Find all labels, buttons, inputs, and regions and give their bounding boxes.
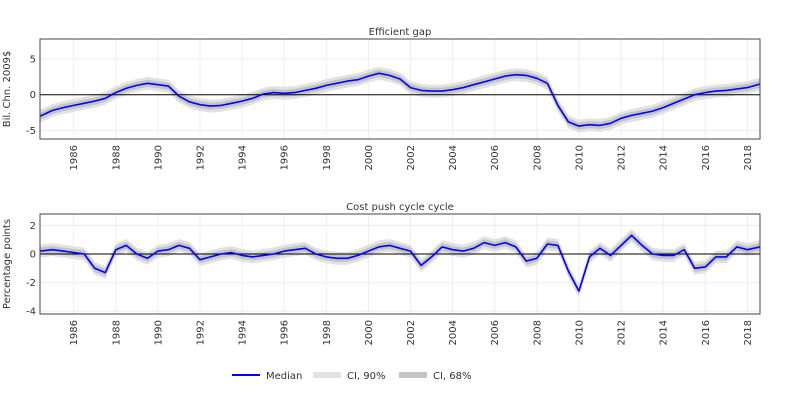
legend-swatch-ci90 (313, 372, 341, 378)
plot-frame (39, 38, 761, 140)
legend-swatch-ci68 (399, 372, 427, 378)
x-tick-label: 2008 (532, 320, 543, 345)
x-tick-label: 2012 (617, 320, 628, 345)
y-tick-label: 0 (30, 90, 36, 101)
x-tick-label: 1990 (153, 145, 164, 170)
y-tick-label: 5 (30, 55, 36, 66)
y-tick-label: 2 (30, 221, 36, 232)
chart-title: Cost push cycle cycle (346, 202, 454, 213)
x-tick-label: 2014 (659, 145, 670, 170)
x-tick-label: 2016 (701, 320, 712, 345)
y-axis-label: Percentage points (2, 219, 13, 309)
median-line (40, 234, 760, 292)
x-tick-label: 2002 (406, 320, 417, 345)
x-tick-label: 1998 (322, 320, 333, 345)
chart-legend: Median CI, 90% CI, 68% (232, 371, 472, 382)
x-tick-label: 2000 (364, 320, 375, 345)
y-axis-label: Bil. Chn. 2009$ (2, 51, 13, 128)
x-tick-label: 2002 (406, 145, 417, 170)
x-tick-label: 2008 (532, 145, 543, 170)
chart-title: Efficient gap (369, 27, 432, 38)
plot-frame (39, 213, 761, 315)
x-tick-label: 1996 (280, 320, 291, 345)
ci-band-90 (40, 229, 760, 298)
chart-panel-1: Efficient gap 1986 1988 1990 1992 1994 1996 199… (2, 27, 761, 170)
chart-panel-2: Cost push cycle cycle 1986 1988 1990 1992 199… (2, 202, 761, 345)
x-tick-label: 2006 (490, 320, 501, 345)
x-tick-label: 2016 (701, 145, 712, 170)
x-tick-label: 1994 (238, 145, 249, 170)
x-tick-label: 1994 (238, 320, 249, 345)
x-tick-label: 2012 (617, 145, 628, 170)
x-tick-label: 2010 (574, 145, 585, 170)
plot-area (40, 229, 760, 298)
legend-label: CI, 90% (347, 371, 386, 382)
x-tick-label: 1988 (111, 320, 122, 345)
y-tick-label: -4 (26, 307, 36, 318)
x-tick-label: 2004 (448, 145, 459, 170)
x-tick-label: 1992 (196, 320, 207, 345)
x-tick-label: 1998 (322, 145, 333, 170)
x-tick-label: 2014 (659, 320, 670, 345)
legend-label: Median (266, 371, 302, 382)
x-tick-label: 2006 (490, 145, 501, 170)
x-tick-label: 2018 (743, 145, 754, 170)
y-tick-label: 0 (30, 250, 36, 261)
x-tick-label: 2000 (364, 145, 375, 170)
x-tick-label: 1990 (153, 320, 164, 345)
x-tick-label: 1986 (69, 320, 80, 345)
x-tick-label: 2018 (743, 320, 754, 345)
x-tick-label: 1992 (196, 145, 207, 170)
x-tick-label: 1996 (280, 145, 291, 170)
legend-label: CI, 68% (433, 371, 472, 382)
x-tick-label: 2004 (448, 320, 459, 345)
median-line (40, 72, 760, 127)
x-tick-label: 2010 (574, 320, 585, 345)
y-tick-label: -5 (26, 126, 36, 137)
y-tick-label: -2 (26, 278, 36, 289)
x-tick-label: 1986 (69, 145, 80, 170)
x-tick-label: 1988 (111, 145, 122, 170)
plot-area (40, 66, 760, 133)
